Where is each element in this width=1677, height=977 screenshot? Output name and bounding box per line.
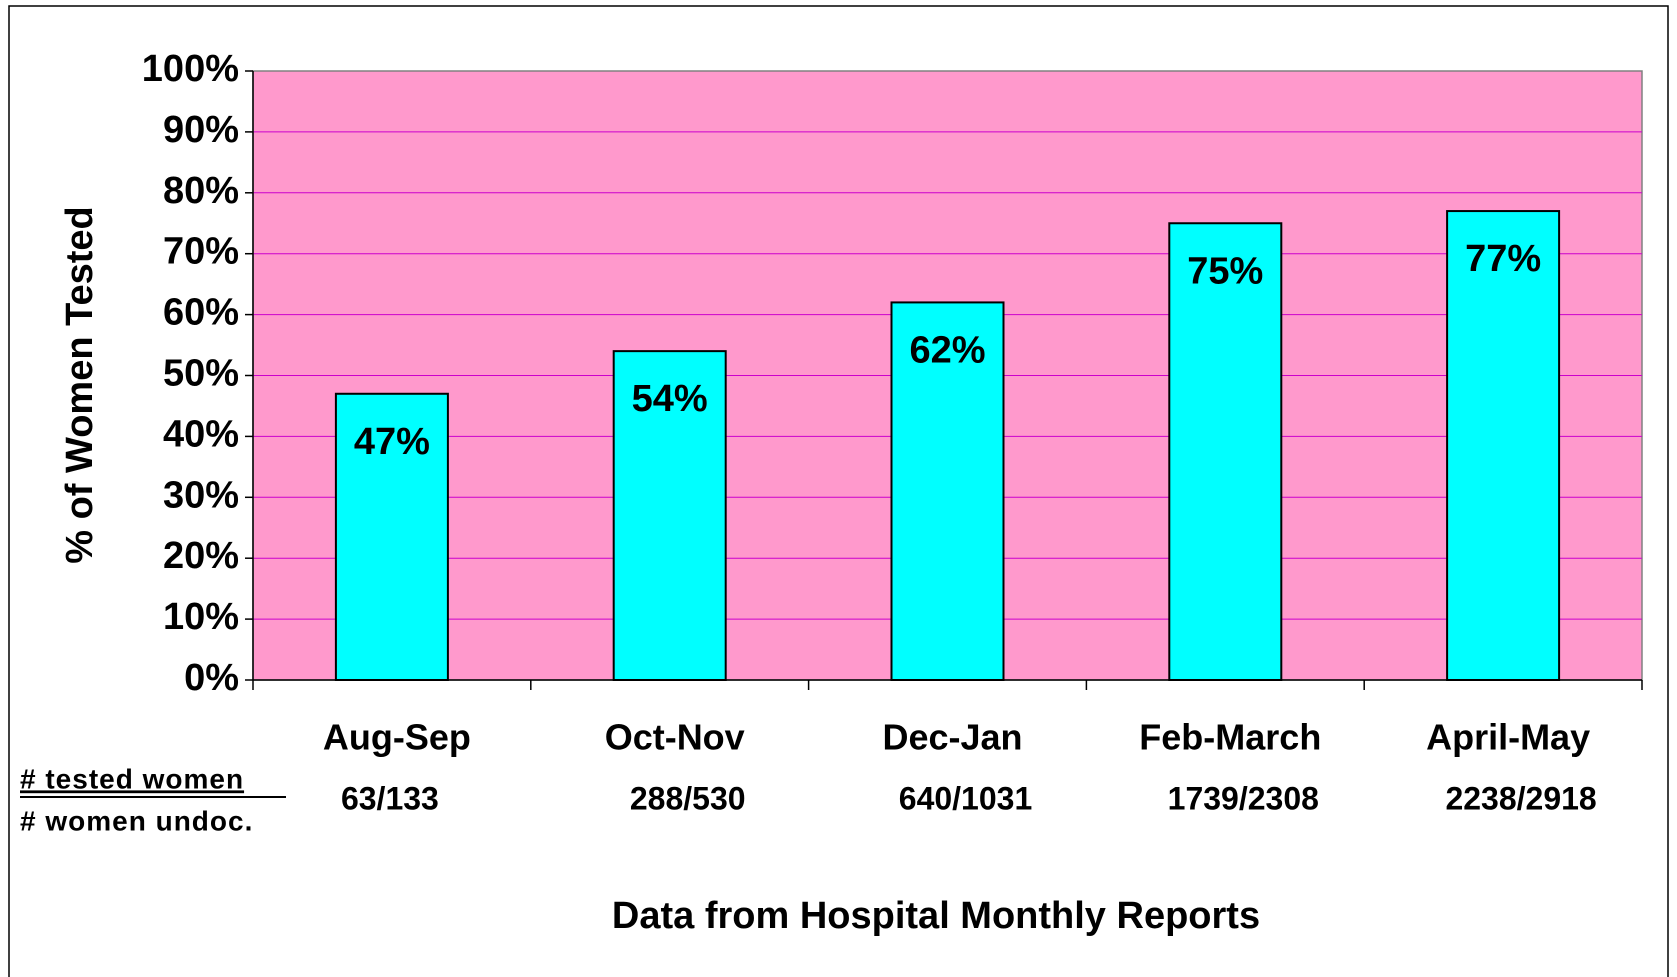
bar [890, 301, 1005, 681]
y-tick-label: 0% [184, 657, 239, 699]
ratio-header-top: # tested women [20, 763, 244, 794]
value-label: 47% [354, 421, 430, 463]
y-tick-label: 90% [163, 109, 239, 151]
y-tick-label: 70% [163, 231, 239, 273]
y-tick-label: 50% [163, 353, 239, 395]
value-label: 62% [909, 329, 985, 371]
y-axis-title: % of Women Tested [59, 206, 101, 564]
value-label: 75% [1187, 250, 1263, 292]
x-tick-label: Feb-March [1139, 717, 1321, 758]
x-tick-label: Aug-Sep [323, 717, 471, 758]
y-tick-label: 60% [163, 292, 239, 334]
y-tick-label: 40% [163, 413, 239, 455]
ratio-label: 640/1031 [899, 780, 1032, 816]
bar [334, 392, 449, 681]
x-tick-label: April-May [1426, 717, 1590, 758]
y-tick-label: 20% [163, 535, 239, 577]
y-tick-label: 100% [142, 48, 239, 90]
bar [1168, 222, 1283, 681]
ratio-label: 288/530 [630, 780, 746, 816]
ratio-label: 2238/2918 [1445, 780, 1596, 816]
value-label: 77% [1465, 238, 1541, 280]
ratio-label: 1739/2308 [1168, 780, 1319, 816]
ratio-header-bottom: # women undoc. [20, 805, 253, 836]
y-tick-label: 30% [163, 474, 239, 516]
bar [1446, 210, 1561, 681]
ratio-label: 63/133 [341, 780, 439, 816]
value-label: 54% [632, 378, 708, 420]
y-tick-label: 10% [163, 596, 239, 638]
y-tick-label: 80% [163, 170, 239, 212]
x-axis-title: Data from Hospital Monthly Reports [612, 895, 1260, 937]
x-tick-label: Dec-Jan [882, 717, 1022, 758]
chart-border [8, 5, 1669, 977]
bar [612, 350, 727, 681]
x-tick-label: Oct-Nov [605, 717, 745, 758]
